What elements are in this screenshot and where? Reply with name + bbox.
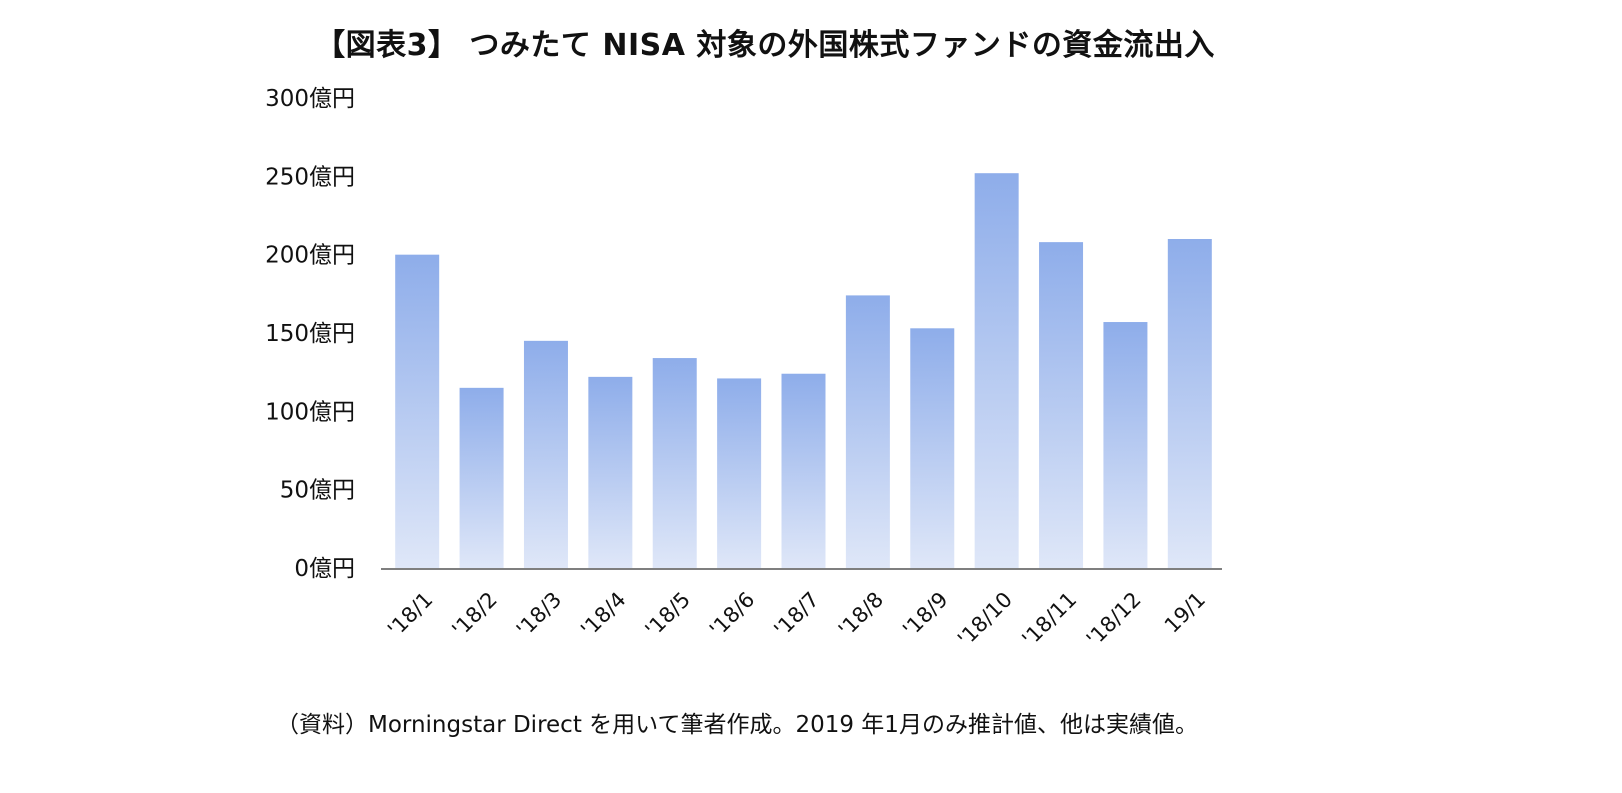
y-tick-label: 50億円 <box>280 478 355 504</box>
x-tick-label: '18/10 <box>953 587 1017 651</box>
x-tick-label: '18/1 <box>383 587 437 641</box>
bar <box>910 328 955 568</box>
bar <box>1103 322 1148 568</box>
bar <box>1167 239 1212 568</box>
x-tick-label: '18/11 <box>1017 587 1081 651</box>
chart-title: 【図表3】 つみたて NISA 対象の外国株式ファンドの資金流出入 <box>315 28 1215 63</box>
x-tick-label: '18/2 <box>447 587 501 641</box>
x-tick-label: '18/12 <box>1082 587 1146 651</box>
x-tick-label: '18/4 <box>576 587 630 641</box>
bar <box>459 387 504 568</box>
x-axis-tick-labels: '18/1'18/2'18/3'18/4'18/5'18/6'18/7'18/8… <box>383 587 1210 651</box>
bar <box>717 378 762 568</box>
x-tick-label: '18/5 <box>641 587 695 641</box>
x-tick-label: '18/7 <box>769 587 823 641</box>
y-axis-tick-labels: 0億円 50億円 100億円 150億円 200億円 250億円 300億円 <box>265 86 355 582</box>
y-tick-label: 300億円 <box>265 86 355 112</box>
source-note: （資料）Morningstar Direct を用いて筆者作成。2019 年1月… <box>276 712 1198 738</box>
y-tick-label: 200億円 <box>265 243 355 269</box>
bar <box>395 254 440 568</box>
x-tick-label: '18/6 <box>705 587 759 641</box>
x-tick-label: '18/8 <box>834 587 888 641</box>
x-tick-label: '18/3 <box>512 587 566 641</box>
bar <box>588 376 633 568</box>
bar <box>523 340 568 568</box>
y-tick-label: 100億円 <box>265 399 355 425</box>
bar <box>1039 242 1084 568</box>
bar <box>974 173 1019 568</box>
y-tick-label: 250億円 <box>265 164 355 190</box>
bars <box>395 173 1212 568</box>
bar <box>845 295 890 568</box>
bar <box>781 373 826 568</box>
x-tick-label: 19/1 <box>1160 587 1210 637</box>
x-tick-label: '18/9 <box>898 587 952 641</box>
y-tick-label: 0億円 <box>294 556 355 582</box>
bar <box>652 358 697 568</box>
y-tick-label: 150億円 <box>265 321 355 347</box>
